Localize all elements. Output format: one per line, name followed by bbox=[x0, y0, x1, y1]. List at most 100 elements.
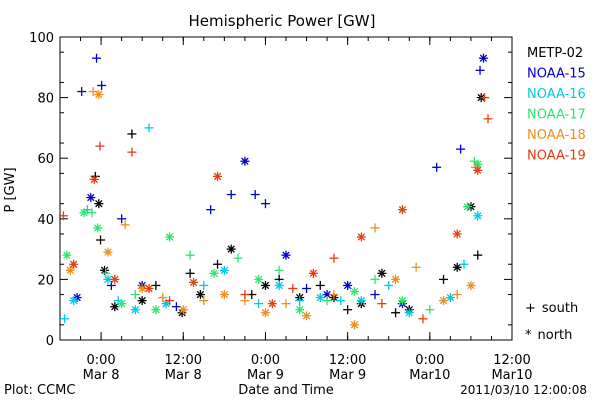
data-point-south bbox=[254, 299, 264, 309]
legend-entry: NOAA-15 bbox=[527, 67, 586, 82]
data-point-south bbox=[281, 299, 291, 309]
data-point-south bbox=[370, 223, 380, 233]
data-point-north bbox=[195, 290, 205, 300]
data-point-south bbox=[120, 220, 130, 230]
plot-timestamp: 2011/03/10 12:00:08 bbox=[460, 383, 587, 397]
data-point-south bbox=[127, 129, 137, 139]
y-tick-label: 100 bbox=[29, 31, 54, 46]
y-tick-label: 0 bbox=[46, 334, 54, 349]
data-point-south bbox=[391, 308, 401, 318]
data-point-south bbox=[87, 208, 97, 218]
data-point-north bbox=[137, 296, 147, 306]
data-point-north bbox=[62, 250, 72, 260]
data-point-north bbox=[473, 165, 483, 175]
data-point-south bbox=[432, 162, 442, 172]
data-point-north bbox=[295, 305, 305, 315]
data-point-south bbox=[377, 299, 387, 309]
data-point-south bbox=[213, 259, 223, 269]
x-tick-date: Mar10 bbox=[409, 368, 450, 383]
y-tick-label: 80 bbox=[37, 92, 54, 107]
y-tick-label: 40 bbox=[37, 213, 54, 228]
x-tick-time: 0:00 bbox=[251, 353, 280, 368]
data-point-south bbox=[459, 259, 469, 269]
legend-entry: NOAA-18 bbox=[527, 128, 586, 143]
data-point-north bbox=[209, 268, 219, 278]
data-point-north bbox=[213, 171, 223, 181]
data-point-north bbox=[110, 274, 120, 284]
y-tick-label: 60 bbox=[37, 152, 54, 167]
x-tick-date: Mar 8 bbox=[165, 368, 202, 383]
data-point-north bbox=[226, 244, 236, 254]
data-point-north bbox=[473, 211, 483, 221]
x-tick-date: Mar 9 bbox=[247, 368, 284, 383]
data-point-south bbox=[158, 293, 168, 303]
data-point-south bbox=[452, 290, 462, 300]
data-point-north bbox=[478, 53, 488, 63]
marker-legend-south: + south bbox=[525, 301, 578, 316]
data-point-north bbox=[94, 90, 104, 100]
data-point-south bbox=[206, 205, 216, 215]
data-point-north bbox=[165, 232, 175, 242]
data-point-south bbox=[171, 302, 181, 312]
data-point-south bbox=[144, 123, 154, 133]
data-point-north bbox=[439, 296, 449, 306]
x-tick-time: 12:00 bbox=[165, 353, 202, 368]
x-tick-date: Mar10 bbox=[491, 368, 532, 383]
legend-entry: NOAA-19 bbox=[527, 149, 586, 164]
data-point-north bbox=[452, 229, 462, 239]
data-point-south bbox=[439, 274, 449, 284]
data-point-north bbox=[219, 265, 229, 275]
data-point-south bbox=[226, 190, 236, 200]
data-point-north bbox=[151, 305, 161, 315]
data-point-south bbox=[199, 296, 209, 306]
data-point-north bbox=[349, 320, 359, 330]
data-point-south bbox=[329, 290, 339, 300]
data-point-south bbox=[250, 190, 260, 200]
data-point-south bbox=[199, 280, 209, 290]
data-point-south bbox=[370, 274, 380, 284]
x-tick-time: 12:00 bbox=[329, 353, 366, 368]
data-point-north bbox=[219, 290, 229, 300]
data-point-north bbox=[189, 277, 199, 287]
data-point-south bbox=[343, 305, 353, 315]
data-point-north bbox=[315, 293, 325, 303]
data-point-north bbox=[391, 274, 401, 284]
data-point-north bbox=[274, 280, 284, 290]
data-point-north bbox=[356, 232, 366, 242]
marker-legend-north: * north bbox=[525, 328, 572, 343]
data-point-north bbox=[240, 156, 250, 166]
data-point-north bbox=[343, 280, 353, 290]
data-point-south bbox=[418, 314, 428, 324]
data-point-south bbox=[456, 144, 466, 154]
data-point-south bbox=[473, 250, 483, 260]
data-point-north bbox=[397, 296, 407, 306]
data-point-south bbox=[302, 283, 312, 293]
data-point-south bbox=[117, 214, 127, 224]
data-point-north bbox=[89, 174, 99, 184]
data-point-north bbox=[69, 259, 79, 269]
data-point-north bbox=[445, 293, 455, 303]
data-point-south bbox=[77, 87, 87, 97]
data-point-south bbox=[185, 268, 195, 278]
data-point-north bbox=[349, 287, 359, 297]
data-point-north bbox=[178, 305, 188, 315]
y-axis-label: P [GW] bbox=[3, 167, 18, 212]
data-point-south bbox=[233, 253, 243, 263]
data-point-south bbox=[384, 280, 394, 290]
data-point-south bbox=[92, 53, 102, 63]
data-point-north bbox=[65, 265, 75, 275]
data-point-south bbox=[336, 296, 346, 306]
legend: METP-02 NOAA-15 NOAA-16 NOAA-17 NOAA-18 NOAA-… bbox=[527, 46, 586, 164]
data-markers bbox=[58, 53, 493, 330]
data-point-north bbox=[356, 296, 366, 306]
data-point-north bbox=[267, 299, 277, 309]
plot-source: Plot: CCMC bbox=[4, 383, 75, 398]
data-point-south bbox=[185, 250, 195, 260]
data-point-north bbox=[260, 280, 270, 290]
data-point-south bbox=[60, 314, 70, 324]
data-point-south bbox=[106, 280, 116, 290]
data-point-north bbox=[254, 274, 264, 284]
data-point-north bbox=[404, 308, 414, 318]
